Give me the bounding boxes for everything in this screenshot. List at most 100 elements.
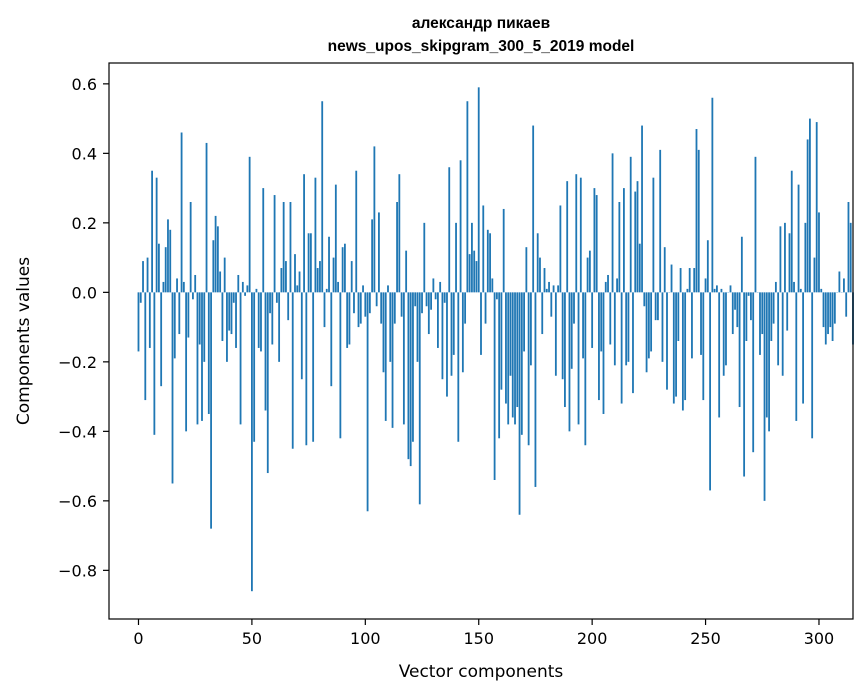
bar [205,142,208,293]
bar [155,177,158,293]
bar [316,268,319,293]
bar [328,236,330,293]
bar [303,174,305,293]
bar [432,278,435,293]
bar [818,212,820,293]
bar [788,233,791,293]
bar [280,268,283,293]
bar [219,271,222,293]
bar [171,292,174,484]
bar [641,125,643,293]
bar [366,292,369,512]
bar [505,292,507,404]
bar [681,292,684,411]
bar [226,292,228,362]
bar [287,292,290,321]
bar [196,292,199,425]
bar [561,292,564,380]
bar [443,292,446,303]
bar [607,274,609,293]
bar [849,222,852,293]
bar [294,254,296,293]
bar [761,292,764,335]
bar [273,195,276,293]
bar [323,292,326,328]
bar [158,243,160,293]
bar [398,174,401,293]
x-tick-label: 200 [577,629,608,648]
bar [334,184,337,293]
bar [271,292,274,345]
bar [337,281,339,293]
chart-title-line-2: news_upos_skipgram_300_5_2019 model [328,38,635,55]
bar [598,292,600,401]
bar [679,268,682,293]
bar [475,261,478,293]
bar [230,292,233,335]
bar [666,292,668,390]
bar [405,250,408,293]
bar [307,233,310,293]
bar [514,292,516,425]
bar [747,292,750,296]
bar [348,292,351,345]
bar [341,247,344,293]
bar [645,292,648,373]
bar [559,205,562,293]
bar [461,292,464,373]
bar [502,208,505,293]
bar [489,233,491,293]
bar [212,240,215,293]
bar [237,274,240,293]
bar [139,292,142,303]
bar [353,292,355,314]
bar [495,292,498,300]
bar [164,247,167,293]
bar [736,292,739,328]
y-axis: −0.8 −0.6 −0.4 −0.2 0.0 0.2 0.4 0.6 [58,75,109,580]
bar [473,250,476,293]
bar [784,222,786,293]
bar [616,278,618,293]
bar [595,195,598,293]
bar [520,292,523,435]
bar [457,292,460,442]
bar [375,292,378,307]
bar [493,292,496,480]
bar [325,288,328,293]
bar [530,292,532,366]
bar [437,292,439,348]
bar [169,229,172,293]
bar [541,292,544,335]
bar [518,292,521,515]
x-tick-label: 150 [463,629,494,648]
bar [704,278,707,293]
bar [148,292,151,348]
bar [709,292,711,491]
bar [586,257,589,293]
bar [711,97,714,293]
x-tick-label: 300 [804,629,835,648]
bar [319,261,321,293]
bar [570,292,573,369]
bar [720,288,723,293]
x-tick-label: 50 [242,629,262,648]
bar [384,292,387,421]
bar [577,292,580,425]
bar [566,181,569,293]
bar [677,292,680,341]
bar [423,222,426,293]
x-axis-label: Vector components [399,662,564,682]
bar [232,292,235,303]
bar [464,292,467,324]
bar [804,222,807,293]
bar [743,292,746,477]
bar [371,219,374,293]
bar [389,292,392,362]
bar [407,292,410,460]
bar [439,281,442,293]
bar [620,292,623,404]
bar [557,285,560,293]
bar [532,125,535,293]
bar [781,292,784,376]
